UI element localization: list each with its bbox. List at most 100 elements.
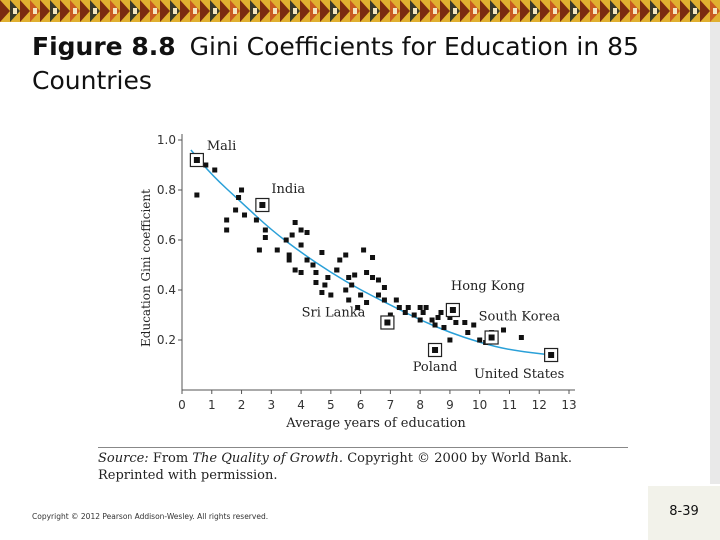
banner-dot (393, 8, 397, 14)
banner-triangle (20, 0, 30, 22)
source-text: Copyright © 2000 by World Bank. Reprinte… (98, 451, 573, 483)
banner-dot (673, 8, 677, 14)
x-tick-label: 1 (208, 398, 216, 412)
data-point (212, 167, 218, 173)
data-point (381, 285, 387, 290)
data-point (283, 237, 289, 243)
data-point (262, 227, 268, 233)
banner-triangle (100, 0, 110, 22)
chart-axes: 0 1 2 3 4 5 6 7 8 9 10 11 12 130.20.40.60.81.0 (157, 133, 577, 412)
point-label: Mali (207, 139, 236, 154)
data-point (370, 275, 376, 280)
data-point (343, 252, 349, 258)
data-point (435, 315, 441, 320)
source-note: Source: From The Quality of Growth. Copy… (98, 450, 638, 484)
data-point (370, 255, 376, 260)
data-point (420, 310, 426, 315)
x-axis-label: Average years of education (285, 416, 466, 431)
data-point (447, 337, 453, 343)
data-point (381, 297, 387, 303)
data-point (375, 277, 381, 283)
data-point (518, 335, 524, 340)
y-tick-label: 0.8 (157, 183, 176, 197)
banner-triangle (600, 0, 610, 22)
decorative-banner (0, 0, 720, 22)
data-point (298, 227, 304, 233)
data-point (441, 325, 447, 330)
banner-triangle (400, 0, 410, 22)
data-point (322, 282, 328, 288)
x-tick-label: 7 (387, 398, 395, 412)
banner-dot (533, 8, 537, 14)
data-point (358, 292, 364, 298)
data-point (387, 312, 393, 318)
banner-dot (693, 8, 697, 14)
source-divider (98, 447, 628, 448)
point-label: Poland (413, 360, 458, 375)
labeled-marker (193, 157, 200, 163)
data-point (501, 327, 507, 333)
banner-triangle (180, 0, 190, 22)
banner-triangle (220, 0, 230, 22)
banner-dot (233, 8, 237, 14)
figure-title: Gini Coefficients for Education in 85 Co… (32, 32, 639, 95)
banner-dot (553, 8, 557, 14)
banner-dot (313, 8, 317, 14)
data-point (239, 187, 245, 193)
banner-dot (293, 8, 297, 14)
data-point (262, 235, 268, 240)
data-point (286, 257, 292, 263)
labeled-marker (432, 347, 439, 353)
banner-triangle (620, 0, 630, 22)
labeled-marker (259, 202, 266, 208)
banner-triangle (0, 0, 10, 22)
banner-triangle (500, 0, 510, 22)
banner-dot (373, 8, 377, 14)
x-tick-label: 11 (502, 398, 517, 412)
data-point (319, 290, 325, 295)
banner-dot (493, 8, 497, 14)
banner-triangle (420, 0, 430, 22)
banner-triangle (60, 0, 70, 22)
banner-dot (153, 8, 157, 14)
x-tick-label: 6 (357, 398, 365, 412)
data-point (393, 297, 399, 303)
banner-dot (213, 8, 217, 14)
labeled-points: Mali India Sri Lanka Poland Hong Kong South K… (189, 139, 564, 382)
x-tick-label: 13 (561, 398, 576, 412)
data-point (346, 297, 352, 303)
data-point (334, 267, 340, 273)
data-point (304, 230, 310, 235)
banner-triangle (540, 0, 550, 22)
point-label: Hong Kong (451, 279, 525, 294)
banner-dot (653, 8, 657, 14)
page-number: 8-39 (669, 504, 699, 519)
banner-triangle (80, 0, 90, 22)
banner-dot (333, 8, 337, 14)
x-tick-label: 10 (472, 398, 487, 412)
banner-triangle (580, 0, 590, 22)
banner-triangle (680, 0, 690, 22)
gini-scatter-chart: 0 1 2 3 4 5 6 7 8 9 10 11 12 130.20.40.60.81.0 MaliIn… (139, 133, 577, 431)
banner-triangle (280, 0, 290, 22)
data-point (346, 275, 352, 280)
banner-dot (613, 8, 617, 14)
data-point (438, 310, 444, 315)
banner-triangle (320, 0, 330, 22)
labeled-marker (449, 307, 456, 313)
banner-triangle (660, 0, 670, 22)
data-point (274, 247, 280, 253)
data-point (411, 312, 417, 318)
data-point (337, 257, 343, 263)
x-tick-label: 4 (297, 398, 305, 412)
data-point (349, 282, 355, 288)
banner-triangle (240, 0, 250, 22)
point-label: Sri Lanka (302, 306, 366, 321)
banner-dot (173, 8, 177, 14)
data-point (364, 270, 370, 275)
source-label: Source: (98, 451, 149, 466)
point-label: South Korea (479, 310, 561, 325)
data-point (355, 305, 361, 310)
banner-triangle (260, 0, 270, 22)
data-point (292, 220, 298, 225)
